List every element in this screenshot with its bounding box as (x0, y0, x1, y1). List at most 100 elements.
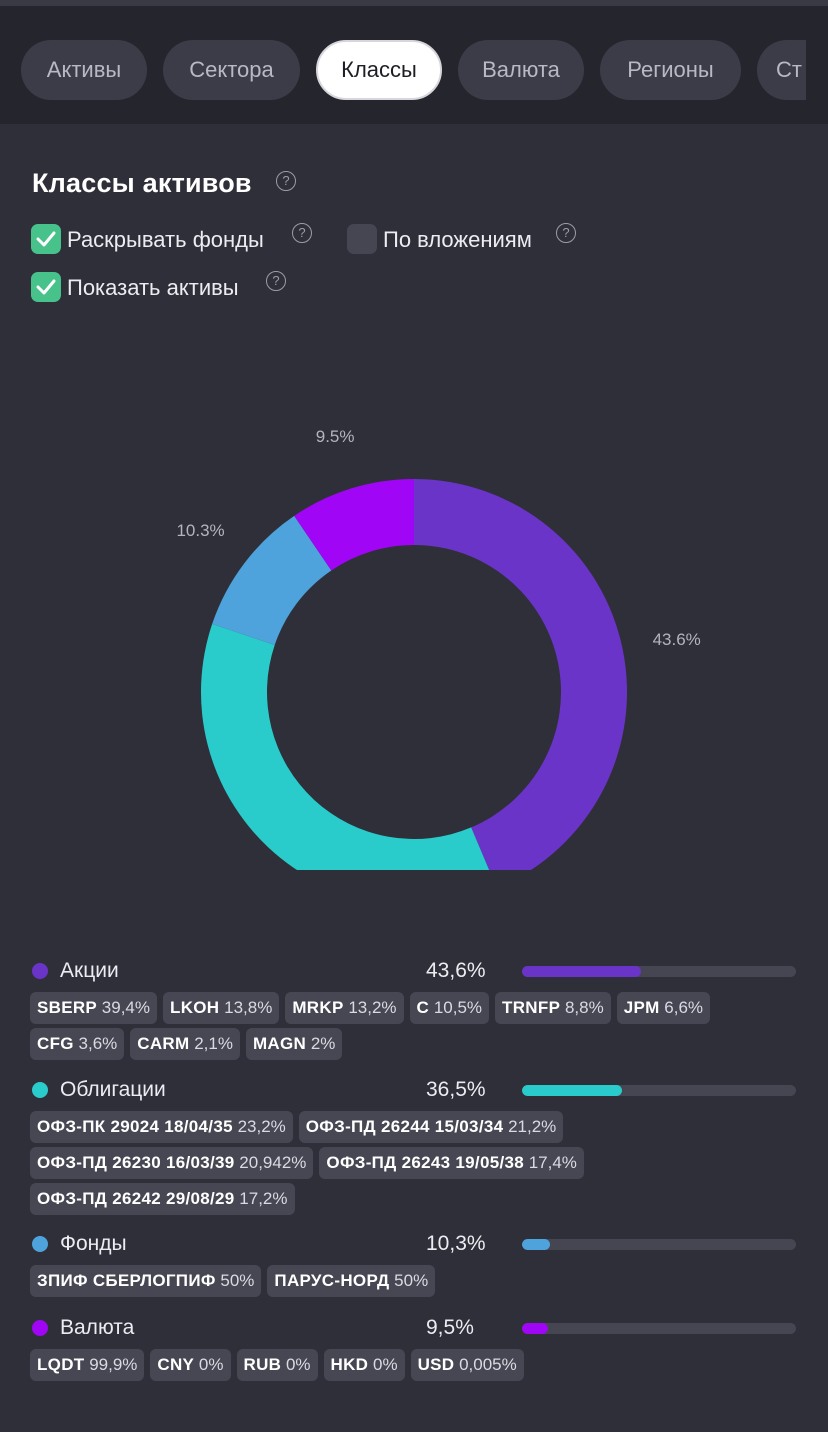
asset-chip[interactable]: LKOH 13,8% (163, 992, 280, 1024)
legend-row: Фонды 10,3% (0, 1229, 828, 1259)
asset-share: 39,4% (97, 998, 151, 1017)
legend-color-dot (32, 1236, 48, 1252)
tab-sectors[interactable]: Сектора (163, 40, 300, 100)
progress-bar (522, 1239, 796, 1250)
slice-percent-label: 9.5% (316, 427, 355, 446)
expand-funds-checkbox[interactable] (31, 224, 61, 254)
asset-chip[interactable]: ОФЗ-ПК 29024 18/04/35 23,2% (30, 1111, 293, 1143)
donut-slice-0[interactable] (414, 479, 627, 870)
asset-chip[interactable]: MRKP 13,2% (285, 992, 404, 1024)
progress-bar (522, 966, 796, 977)
asset-share: 8,8% (560, 998, 604, 1017)
asset-share: 23,2% (232, 1117, 286, 1136)
donut-slice-2[interactable] (212, 515, 332, 645)
chip-line: CFG 3,6% CARM 2,1% MAGN 2% (30, 1028, 820, 1060)
asset-share: 0% (281, 1355, 311, 1374)
check-icon (36, 231, 56, 247)
show-assets-label: Показать активы (67, 275, 239, 300)
help-icon[interactable]: ? (276, 171, 296, 191)
asset-share: 3,6% (73, 1034, 118, 1053)
asset-ticker: ОФЗ-ПК 29024 18/04/35 (37, 1117, 233, 1136)
asset-share: 17,4% (524, 1153, 577, 1172)
asset-chip[interactable]: ПАРУС-НОРД 50% (267, 1265, 436, 1297)
chip-line: ОФЗ-ПК 29024 18/04/35 23,2% ОФЗ-ПД 26244 … (30, 1111, 820, 1143)
by-investments-checkbox[interactable] (347, 224, 377, 254)
legend-name: Фонды (60, 1232, 127, 1255)
legend-color-dot (32, 963, 48, 979)
tab-bar: Активы Сектора Классы Валюта Регионы Ст (0, 6, 828, 124)
asset-ticker: CFG (37, 1034, 74, 1053)
asset-share: 10,5% (429, 998, 483, 1017)
asset-chip[interactable]: HKD 0% (323, 1349, 405, 1381)
asset-chip[interactable]: ЗПИФ СБЕРЛОГПИФ 50% (30, 1265, 262, 1297)
tab-regions[interactable]: Регионы (600, 40, 741, 100)
legend-percent: 10,3% (426, 1232, 486, 1255)
asset-share: 21,2% (503, 1117, 557, 1136)
asset-chip[interactable]: MAGN 2% (245, 1028, 343, 1060)
asset-share: 0,005% (454, 1355, 517, 1374)
legend-row: Валюта 9,5% (0, 1313, 828, 1343)
show-assets-checkbox[interactable] (31, 272, 61, 302)
asset-ticker: JPM (623, 998, 660, 1017)
legend-name: Валюта (60, 1316, 135, 1339)
asset-chip[interactable]: JPM 6,6% (616, 992, 711, 1024)
asset-ticker: ОФЗ-ПД 26242 29/08/29 (37, 1189, 235, 1208)
asset-ticker: C (416, 998, 430, 1017)
legend-name: Акции (60, 959, 119, 982)
tab-partial[interactable]: Ст (757, 40, 806, 100)
asset-chips: ЗПИФ СБЕРЛОГПИФ 50% ПАРУС-НОРД 50% (30, 1265, 820, 1301)
asset-ticker: LQDT (37, 1355, 85, 1374)
asset-ticker: ОФЗ-ПД 26244 15/03/34 (305, 1117, 504, 1136)
chip-line: LQDT 99,9% CNY 0% RUB 0% HKD 0% USD 0,005% (30, 1349, 820, 1381)
asset-chip[interactable]: TRNFP 8,8% (495, 992, 611, 1024)
asset-share: 50% (215, 1271, 255, 1290)
expand-funds-label: Раскрывать фонды (67, 227, 264, 252)
asset-chip[interactable]: ОФЗ-ПД 26242 29/08/29 17,2% (30, 1183, 295, 1215)
donut-slice-3[interactable] (294, 479, 414, 571)
asset-chips: SBERP 39,4% LKOH 13,8% MRKP 13,2% C 10,5% TR… (30, 992, 820, 1064)
asset-ticker: ЗПИФ СБЕРЛОГПИФ (37, 1271, 216, 1290)
asset-share: 2,1% (189, 1034, 233, 1053)
asset-chip[interactable]: USD 0,005% (410, 1349, 524, 1381)
asset-chip[interactable]: CFG 3,6% (30, 1028, 125, 1060)
tab-classes[interactable]: Классы (316, 40, 442, 100)
tab-currency[interactable]: Валюта (458, 40, 584, 100)
asset-ticker: LKOH (170, 998, 220, 1017)
asset-share: 17,2% (234, 1189, 288, 1208)
asset-chip[interactable]: LQDT 99,9% (30, 1349, 145, 1381)
progress-bar-fill (522, 1239, 551, 1250)
asset-chip[interactable]: ОФЗ-ПД 26230 16/03/39 20,942% (30, 1147, 314, 1179)
asset-share: 20,942% (234, 1153, 307, 1172)
chip-line: ОФЗ-ПД 26242 29/08/29 17,2% (30, 1183, 820, 1215)
asset-share: 0% (194, 1355, 224, 1374)
legend-row: Облигации 36,5% (0, 1075, 828, 1105)
donut-chart: 43.6%36.5%10.3%9.5% (176, 427, 701, 870)
donut-slice-1[interactable] (201, 623, 497, 870)
tabs-scroller[interactable]: Активы Сектора Классы Валюта Регионы Ст (0, 6, 806, 124)
asset-ticker: TRNFP (502, 998, 561, 1017)
asset-chip[interactable]: RUB 0% (236, 1349, 318, 1381)
asset-share: 50% (389, 1271, 429, 1290)
slice-percent-label: 10.3% (176, 521, 224, 540)
chip-line: SBERP 39,4% LKOH 13,8% MRKP 13,2% C 10,5% TR… (30, 992, 820, 1024)
help-icon[interactable]: ? (292, 223, 312, 243)
by-investments-label: По вложениям (383, 227, 532, 252)
progress-bar (522, 1085, 796, 1096)
asset-chip[interactable]: SBERP 39,4% (30, 992, 158, 1024)
chip-line: ЗПИФ СБЕРЛОГПИФ 50% ПАРУС-НОРД 50% (30, 1265, 820, 1297)
help-icon[interactable]: ? (266, 271, 286, 291)
progress-bar (522, 1323, 796, 1334)
tab-assets[interactable]: Активы (21, 40, 147, 100)
asset-chip[interactable]: ОФЗ-ПД 26244 15/03/34 21,2% (298, 1111, 564, 1143)
asset-chip[interactable]: ОФЗ-ПД 26243 19/05/38 17,4% (319, 1147, 584, 1179)
asset-ticker: RUB (243, 1355, 282, 1374)
asset-chip[interactable]: CNY 0% (150, 1349, 231, 1381)
asset-ticker: ОФЗ-ПД 26230 16/03/39 (37, 1153, 235, 1172)
asset-share: 13,2% (343, 998, 397, 1017)
asset-chip[interactable]: C 10,5% (409, 992, 490, 1024)
asset-chips: ОФЗ-ПК 29024 18/04/35 23,2% ОФЗ-ПД 26244 … (30, 1111, 820, 1219)
help-icon[interactable]: ? (556, 223, 576, 243)
asset-ticker: CARM (137, 1034, 190, 1053)
asset-chip[interactable]: CARM 2,1% (130, 1028, 240, 1060)
asset-share: 2% (306, 1034, 336, 1053)
